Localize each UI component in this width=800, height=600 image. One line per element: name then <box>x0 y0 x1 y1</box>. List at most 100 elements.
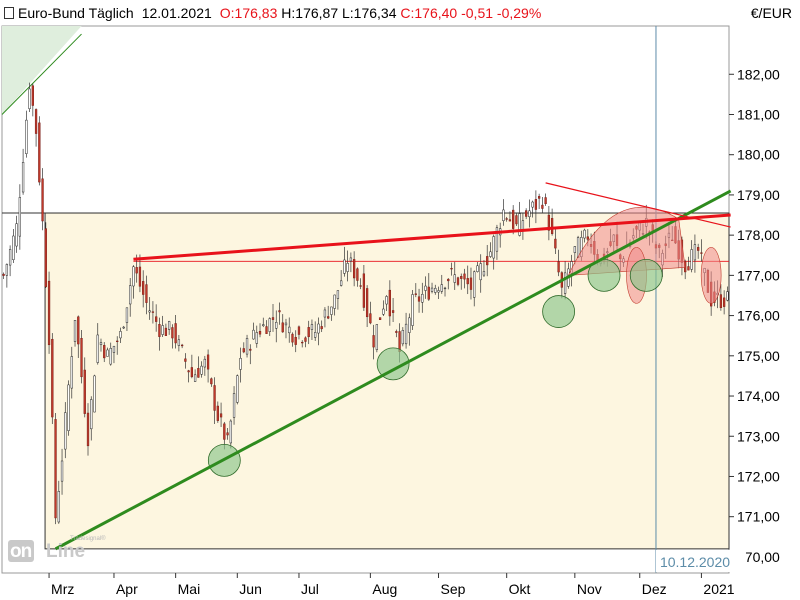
candle[interactable] <box>125 307 129 323</box>
candle[interactable] <box>184 358 187 362</box>
candle[interactable] <box>245 338 249 355</box>
candle[interactable] <box>112 345 116 353</box>
candle[interactable] <box>145 284 148 303</box>
candle[interactable] <box>265 326 268 334</box>
candle[interactable] <box>534 199 538 210</box>
candle[interactable] <box>25 119 28 154</box>
candle[interactable] <box>239 358 242 370</box>
candle[interactable] <box>495 227 499 252</box>
candle[interactable] <box>258 330 262 335</box>
candle[interactable] <box>99 342 103 345</box>
candle[interactable] <box>330 306 333 315</box>
candle[interactable] <box>116 340 119 343</box>
candle[interactable] <box>255 332 258 344</box>
candle[interactable] <box>460 276 463 279</box>
support-trend-line[interactable] <box>54 189 732 551</box>
candle[interactable] <box>93 375 96 413</box>
candle[interactable] <box>229 420 232 444</box>
candle[interactable] <box>226 432 229 436</box>
candle[interactable] <box>323 309 327 318</box>
candle[interactable] <box>83 369 86 414</box>
candle[interactable] <box>54 419 57 519</box>
candle[interactable] <box>408 317 411 333</box>
candle[interactable] <box>236 375 239 403</box>
candle[interactable] <box>722 297 726 307</box>
candle[interactable] <box>119 331 122 339</box>
candle[interactable] <box>135 267 138 274</box>
candle[interactable] <box>391 310 395 313</box>
candle[interactable] <box>333 294 336 309</box>
candle[interactable] <box>187 370 190 373</box>
candle[interactable] <box>171 327 174 339</box>
candle[interactable] <box>327 316 330 319</box>
candle[interactable] <box>502 209 505 222</box>
candle[interactable] <box>469 277 473 290</box>
upper-trend-line[interactable] <box>1 33 82 115</box>
candle[interactable] <box>307 327 310 338</box>
candle[interactable] <box>129 285 132 305</box>
candle[interactable] <box>41 178 44 222</box>
candle[interactable] <box>96 334 99 363</box>
candle[interactable] <box>411 294 414 326</box>
candle[interactable] <box>60 460 64 482</box>
candle[interactable] <box>719 294 723 308</box>
candle[interactable] <box>8 249 12 266</box>
candle[interactable] <box>304 337 307 342</box>
candle[interactable] <box>726 291 729 301</box>
candle[interactable] <box>278 310 281 313</box>
candle[interactable] <box>34 109 38 134</box>
candle[interactable] <box>190 367 194 378</box>
candle[interactable] <box>142 281 145 295</box>
candle[interactable] <box>550 218 554 234</box>
candle[interactable] <box>541 204 544 209</box>
candle[interactable] <box>138 266 142 287</box>
candle[interactable] <box>476 265 479 272</box>
candle[interactable] <box>249 348 252 351</box>
candle[interactable] <box>174 323 177 344</box>
candle[interactable] <box>356 268 359 281</box>
candle[interactable] <box>414 293 417 295</box>
candle[interactable] <box>103 345 106 359</box>
candle[interactable] <box>369 313 372 324</box>
window-icon[interactable] <box>4 7 14 19</box>
candle[interactable] <box>531 201 534 208</box>
candle[interactable] <box>223 423 226 440</box>
candle[interactable] <box>317 323 320 334</box>
candle[interactable] <box>232 393 236 418</box>
candle[interactable] <box>518 213 521 236</box>
candle[interactable] <box>180 344 184 347</box>
candle[interactable] <box>80 338 83 378</box>
green-highlight-circle[interactable] <box>542 295 576 328</box>
candle[interactable] <box>168 321 171 330</box>
candle[interactable] <box>482 271 486 276</box>
candle[interactable] <box>573 246 576 253</box>
candle[interactable] <box>486 256 489 266</box>
candle[interactable] <box>576 237 580 258</box>
candle[interactable] <box>508 219 512 222</box>
candle[interactable] <box>64 412 67 450</box>
candle[interactable] <box>67 384 70 431</box>
candle[interactable] <box>583 229 586 239</box>
candle[interactable] <box>219 413 223 418</box>
candle[interactable] <box>320 326 323 330</box>
candle[interactable] <box>216 405 219 421</box>
candle[interactable] <box>177 339 181 346</box>
candle[interactable] <box>268 318 271 332</box>
candle[interactable] <box>346 263 349 272</box>
candle[interactable] <box>275 322 278 329</box>
candle[interactable] <box>203 358 206 368</box>
candle[interactable] <box>349 257 353 262</box>
candle[interactable] <box>404 323 408 345</box>
candle[interactable] <box>473 271 476 298</box>
candle[interactable] <box>447 278 450 282</box>
candle[interactable] <box>700 252 703 254</box>
candle[interactable] <box>271 317 275 320</box>
candle[interactable] <box>31 85 34 106</box>
candle[interactable] <box>697 247 700 251</box>
candle[interactable] <box>158 324 161 337</box>
candle[interactable] <box>301 341 304 344</box>
candle[interactable] <box>336 290 340 299</box>
candle[interactable] <box>388 289 391 317</box>
candle[interactable] <box>28 88 31 109</box>
